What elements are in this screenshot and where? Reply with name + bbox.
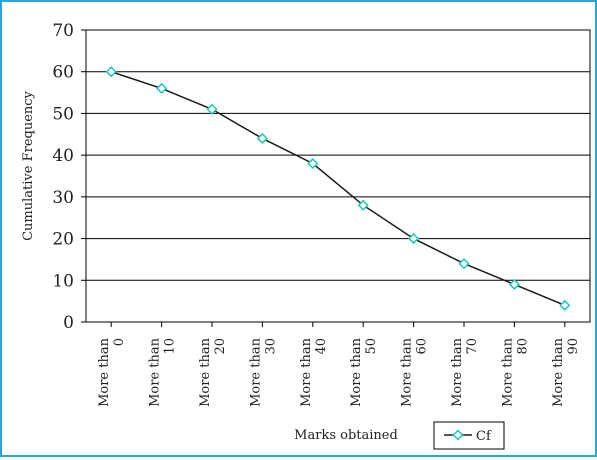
- y-tick-label: 40: [52, 146, 74, 166]
- x-tick-label: More than20: [198, 337, 228, 407]
- y-axis-ticks: 0 10 20 30 40 50 60 70: [52, 21, 86, 333]
- data-point: [206, 103, 218, 115]
- legend: Cf: [433, 421, 505, 450]
- y-tick-label: 30: [52, 188, 74, 208]
- y-tick-label: 50: [52, 104, 74, 124]
- x-axis-title: Marks obtained: [294, 428, 398, 443]
- data-point: [508, 278, 520, 291]
- data-point: [156, 82, 168, 94]
- plot-area: [85, 29, 591, 323]
- x-tick-label: More than70: [450, 337, 480, 407]
- x-tick-label: More than50: [349, 337, 379, 407]
- x-tick-label: More than10: [148, 337, 178, 407]
- data-point: [307, 157, 319, 170]
- series-points-cf: [105, 66, 571, 311]
- data-point: [458, 258, 470, 270]
- data-point: [256, 132, 268, 145]
- x-tick-label: More than60: [400, 337, 430, 407]
- y-tick-label: 60: [52, 63, 74, 83]
- legend-label-cf: Cf: [476, 429, 492, 444]
- x-axis-categories: More than0 More than10 More than20 More tha…: [97, 322, 581, 407]
- y-tick-label: 0: [63, 313, 74, 333]
- y-axis-title: Cumulative Frequency: [21, 90, 36, 240]
- data-point: [559, 299, 571, 311]
- data-point: [105, 66, 117, 78]
- gridlines: [86, 71, 590, 281]
- legend-marker-diamond-icon: [452, 429, 464, 441]
- x-tick-label: More than0: [97, 337, 127, 407]
- x-tick-label: More than30: [248, 337, 278, 407]
- x-tick-label: More than40: [299, 337, 329, 407]
- series-line-cf: [110, 71, 566, 307]
- y-tick-label: 70: [52, 21, 74, 41]
- x-tick-label: More than90: [551, 337, 581, 407]
- data-point: [357, 199, 369, 211]
- x-tick-label: More than80: [500, 337, 530, 407]
- data-point: [408, 233, 420, 245]
- y-tick-label: 20: [52, 230, 74, 250]
- y-tick-label: 10: [52, 271, 74, 291]
